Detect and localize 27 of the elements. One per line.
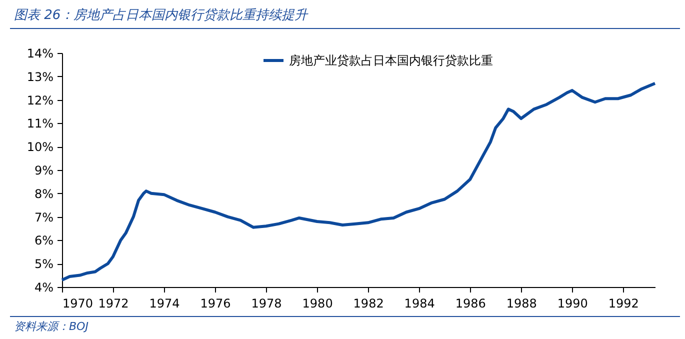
x-tick-label: 1974 (149, 296, 180, 310)
y-tick-label: 9% (34, 164, 54, 178)
y-tick-label: 8% (34, 186, 54, 201)
y-tick-label: 4% (34, 280, 54, 294)
y-tick-label: 14% (26, 46, 54, 60)
y-tick-label: 10% (26, 140, 54, 154)
x-tick-label: 1976 (200, 296, 231, 310)
chart-title: 图表 26：房地产占日本国内银行贷款比重持续提升 (14, 7, 308, 24)
legend-label: 房地产业贷款占日本国内银行贷款比重 (289, 54, 493, 68)
y-tick-label: 5% (34, 257, 54, 272)
x-tick-label: 1982 (353, 296, 384, 310)
x-tick-label: 1990 (557, 296, 588, 310)
x-tick-label: 1972 (98, 296, 129, 310)
y-tick-label: 12% (26, 93, 54, 108)
y-tick-label: 11% (26, 116, 54, 131)
x-tick-label: 1988 (506, 296, 537, 310)
line-series (60, 82, 656, 282)
x-tick-label: 1984 (404, 296, 435, 310)
x-tick-label: 1986 (455, 296, 486, 310)
x-tick-label: 1992 (608, 296, 639, 310)
y-tick-label: 13% (26, 70, 54, 84)
x-tick-label: 1970 (62, 296, 94, 310)
x-tick-label: 1980 (302, 296, 333, 310)
text: 资料来源：BOJ (14, 319, 88, 334)
y-tick-label: 6% (34, 234, 54, 248)
x-tick-label: 1978 (251, 296, 282, 310)
y-tick-label: 7% (34, 210, 54, 224)
